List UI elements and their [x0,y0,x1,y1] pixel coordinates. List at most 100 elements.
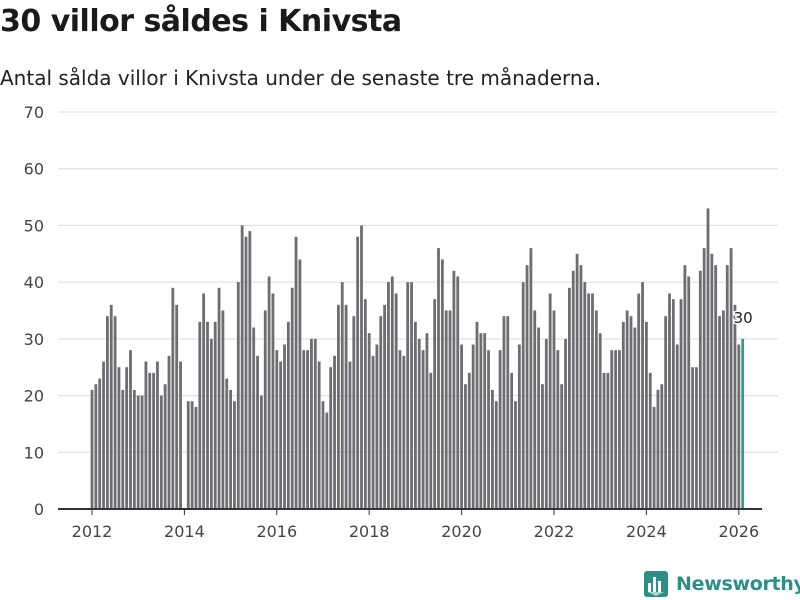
bar [379,316,383,509]
bar [233,401,236,509]
bar [260,395,263,509]
bar [290,287,294,509]
bar [456,276,460,509]
bar [363,299,367,509]
bar [479,333,483,509]
bar [556,350,560,509]
bar [429,372,433,509]
bar [198,321,202,509]
x-tick-label: 2024 [626,522,667,541]
bar [283,344,286,509]
bar [113,316,117,509]
bar [533,310,537,509]
bar [645,321,648,509]
bar [679,299,683,509]
bar [521,282,525,509]
bar [156,361,159,509]
bar [648,372,652,509]
newsworthy-logo[interactable]: Newsworthy [644,570,800,598]
y-tick-label: 70 [24,103,44,122]
bar [483,333,487,509]
chart-subtitle: Antal sålda villor i Knivsta under de se… [0,66,602,90]
bar [202,293,206,509]
bar [568,287,571,509]
bars [90,208,745,510]
bar [240,225,244,509]
y-tick-label: 50 [24,216,44,235]
x-tick-label: 2018 [349,522,390,541]
bar [575,253,579,509]
bar [417,338,421,509]
bar [136,395,140,509]
bar [440,259,444,509]
bar [306,350,309,509]
bar [175,304,179,509]
bar [106,316,109,509]
bar [652,406,656,509]
bar [317,361,321,509]
bar [467,372,471,509]
bar [144,361,148,509]
bar [606,372,610,509]
bar [706,208,710,509]
bar [206,321,209,509]
bar [656,389,660,509]
bar [229,389,232,509]
bar [618,350,621,509]
x-axis: 2012 2014 2016 2018 2020 2022 2024 2026 [58,508,762,541]
bar [217,287,221,509]
bar [94,384,98,509]
y-tick-label: 30 [24,330,44,349]
bar [90,389,94,509]
bar [621,321,625,509]
bar [729,248,733,510]
bar [552,310,556,509]
bar [525,265,529,509]
bar [98,378,102,509]
bar [121,389,125,509]
bar [537,327,540,509]
bar [702,248,706,510]
bar [710,253,714,509]
bar [498,350,502,509]
bar [641,282,644,509]
y-tick-label: 40 [24,273,44,292]
bar [421,350,425,509]
bar [475,321,479,509]
bar [313,338,317,509]
bar [471,344,475,509]
bar [691,367,694,509]
bar [367,333,371,509]
y-tick-label: 60 [24,160,44,179]
bar [671,299,675,509]
bar [383,304,386,509]
bar [221,310,225,509]
bar [544,338,548,509]
bar [194,406,198,509]
bar [583,282,587,509]
bar [387,282,390,509]
bar [695,367,698,509]
bar [352,316,356,509]
bar-latest [741,338,745,509]
bar [125,367,129,509]
bar [448,310,452,509]
bar [298,259,302,509]
bar [360,225,363,509]
bar [437,248,440,510]
y-tick-label: 20 [24,387,44,406]
bar [167,355,171,509]
bar [356,236,360,509]
x-tick-label: 2020 [441,522,482,541]
x-tick-label: 2026 [718,522,759,541]
bar [444,310,448,509]
bar [560,384,564,509]
bar [452,270,456,509]
bar [460,344,463,509]
bar [637,293,641,509]
bar [340,282,344,509]
bar [625,310,629,509]
bar [548,293,552,509]
bar [425,333,429,509]
bar [571,270,575,509]
